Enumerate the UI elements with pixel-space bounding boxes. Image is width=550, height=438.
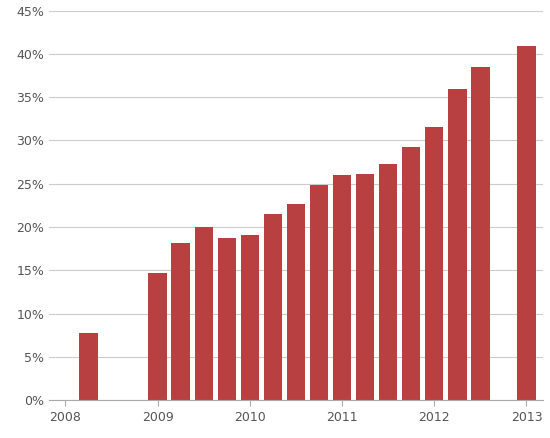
Bar	[356, 174, 375, 400]
Bar	[148, 273, 167, 400]
Bar	[218, 238, 236, 400]
Bar	[333, 175, 351, 400]
Bar	[310, 185, 328, 400]
Bar	[425, 127, 443, 400]
Bar	[448, 89, 466, 400]
Bar	[287, 204, 305, 400]
Bar	[402, 148, 420, 400]
Bar	[240, 235, 259, 400]
Bar	[79, 333, 98, 400]
Bar	[379, 164, 397, 400]
Bar	[471, 67, 490, 400]
Bar	[517, 46, 536, 400]
Bar	[263, 214, 282, 400]
Bar	[172, 243, 190, 400]
Bar	[195, 227, 213, 400]
